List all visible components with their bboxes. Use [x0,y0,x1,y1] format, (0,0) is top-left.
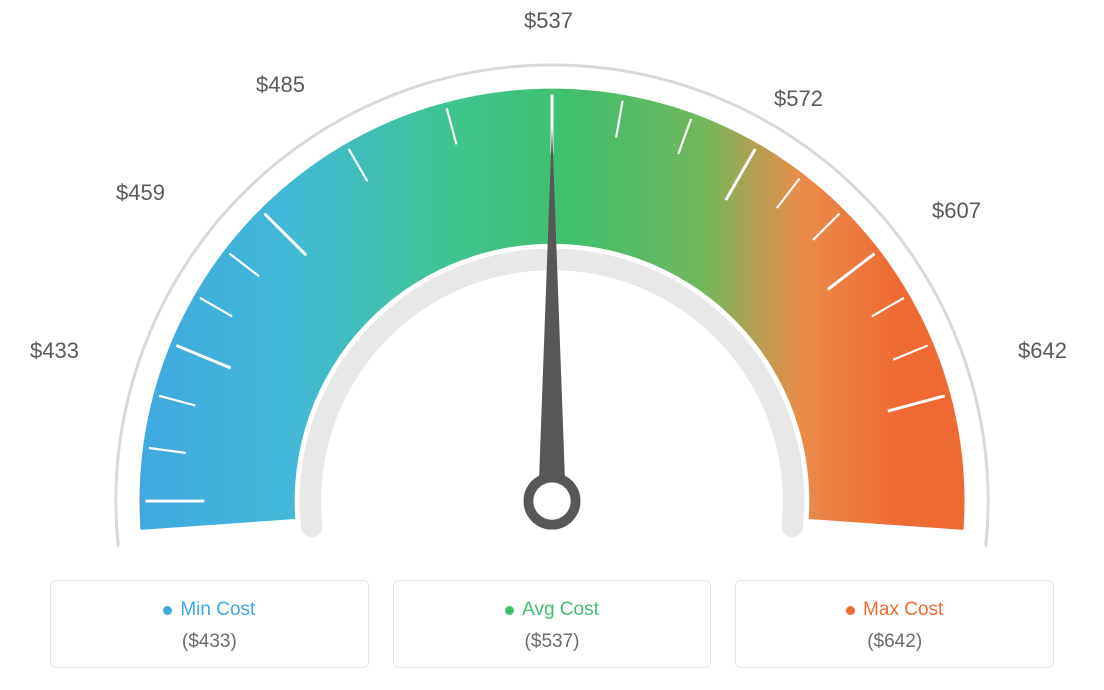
tick-label-1: $459 [116,180,165,206]
tick-label-4: $572 [774,86,823,112]
legend-avg-title: Avg Cost [505,599,599,621]
dot-icon [505,606,514,615]
legend-max-label: Max Cost [863,599,943,621]
legend-min-label: Min Cost [180,599,255,621]
cost-gauge: $433 $459 $485 $537 $572 $607 $642 [0,0,1104,560]
tick-label-3: $537 [524,8,573,34]
legend-min-title: Min Cost [163,599,255,621]
legend-avg: Avg Cost ($537) [393,580,712,668]
legend-min: Min Cost ($433) [50,580,369,668]
legend-max: Max Cost ($642) [735,580,1054,668]
gauge-svg [52,10,1052,560]
tick-label-5: $607 [932,198,981,224]
legend-min-value: ($433) [61,631,358,653]
legend-max-title: Max Cost [846,599,943,621]
tick-label-2: $485 [256,72,305,98]
tick-label-0: $433 [30,338,79,364]
dot-icon [846,606,855,615]
tick-label-6: $642 [1018,338,1067,364]
legend-max-value: ($642) [746,631,1043,653]
dot-icon [163,606,172,615]
legend-row: Min Cost ($433) Avg Cost ($537) Max Cost… [50,580,1054,668]
legend-avg-value: ($537) [404,631,701,653]
legend-avg-label: Avg Cost [522,599,599,621]
